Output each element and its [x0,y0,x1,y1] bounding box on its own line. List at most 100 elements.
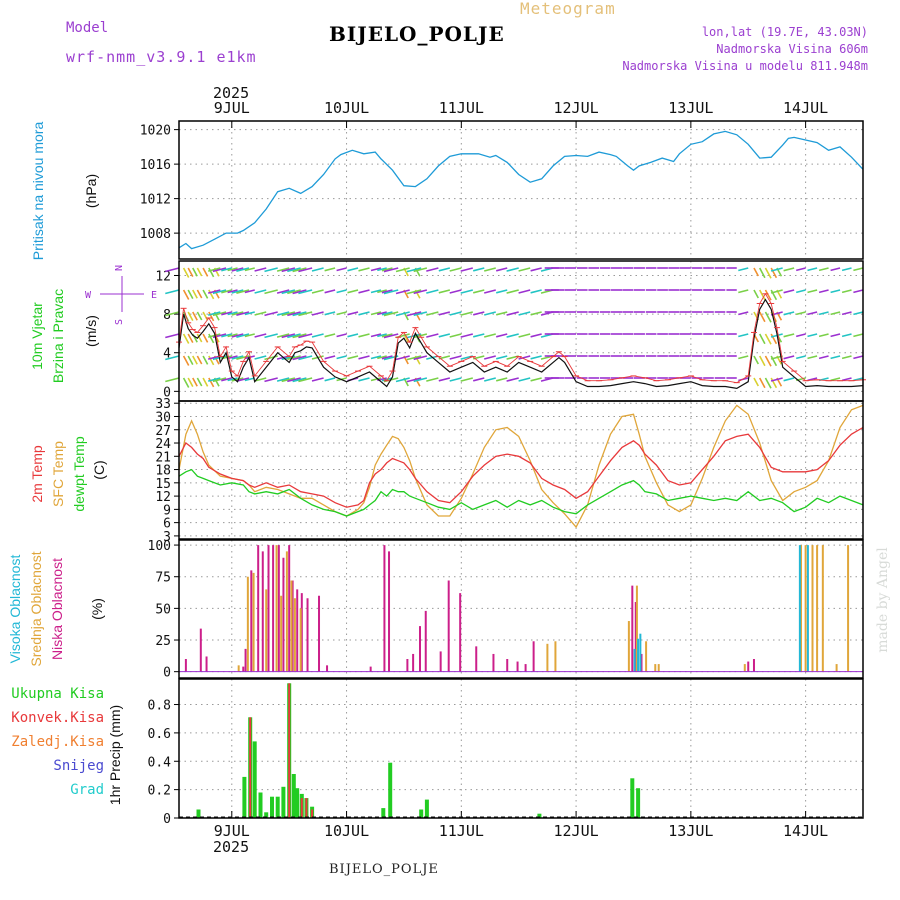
wind-arrow [298,267,313,273]
wind-arrow [324,355,336,360]
date-tick-label-bottom: 11JUL [439,822,484,840]
wind-arrow [236,289,250,294]
wind-arrow [227,333,238,338]
wind-arrow [473,267,485,272]
wind-arrow [473,333,485,338]
wind-arrow [807,355,818,360]
wind-arrow [165,355,180,361]
wind-arrow [227,355,238,360]
wind-arrow [395,377,410,383]
wind-arrow [483,289,496,294]
wind-arrow [324,289,336,294]
y-tick-label: 15 [155,477,171,492]
wind-arrow [381,333,393,338]
wind-arrow [347,311,359,316]
wind-arrow [413,267,428,273]
wind-arrow [426,267,439,272]
wind-arrow [483,267,496,272]
y-tick-label: 25 [155,634,171,649]
y-tick-label: 24 [155,437,171,452]
mid-cloud-label: Srednja Oblacnost [28,551,44,666]
wind-arrow [395,311,410,317]
wind-arrow [254,377,267,382]
wind-arrow [438,267,451,272]
precip-bar [636,788,641,818]
y-tick-label: 9 [163,503,171,518]
wind-arrow [298,355,313,361]
wind-arrow [460,267,473,272]
wind-arrow [208,377,221,382]
wind-arrow [254,333,267,338]
wind-arrow [264,311,278,317]
wind-arrow [753,289,760,299]
wind-arrow [530,333,542,338]
wind-arrow [473,377,485,382]
wind-arrow [182,267,190,278]
wind-arrow [460,377,473,382]
wind-arrow [281,377,296,383]
y-tick-label: 0.8 [148,699,171,714]
wind-arrow [292,333,307,339]
wind-arrow [236,267,250,272]
wind-arrow [830,289,841,294]
y-tick-label: 0 [163,812,171,827]
wind-arrow [244,311,255,316]
wind-arrow [370,355,382,360]
wind-arrow [347,355,359,360]
y-tick-label: 75 [155,571,171,586]
wind-arrow [796,267,806,272]
y-tick-label: 33 [155,397,171,412]
year-top: 2025 [213,84,250,102]
wind-arrow [383,267,399,273]
y-tick-label: 50 [155,602,171,617]
wind-arrow [518,355,531,360]
wind-arrow [759,311,766,323]
pressure-line [178,130,864,250]
wind-arrow [783,355,795,360]
wind-arrow [208,333,215,344]
wind-arrow [264,333,278,339]
precip-bar [288,683,291,818]
wind-arrow [208,311,221,316]
wind-arrow [221,267,232,272]
wind-arrow [764,311,772,323]
wind-arrow [770,377,778,389]
wind-arrow [287,267,301,273]
wind-arrow [298,333,313,339]
wind-arrow [221,289,232,294]
y-tick-label: 21 [155,450,171,465]
wind-arrow [196,333,203,343]
compass-n: N [114,265,125,271]
wind-arrow [818,267,829,272]
wind-arrow [530,311,542,316]
wind-arrow [311,289,324,294]
wind-arrow [759,289,766,301]
wind-arrow [841,267,852,272]
wind-arrow [383,311,399,317]
wind-arrow [764,289,772,301]
wind-arrow [202,311,209,321]
dewpoint-line [178,468,864,517]
wind-arrow [530,355,542,360]
wind-arrow [830,333,841,338]
wind-arrow [358,311,370,316]
sfc-temp-line [178,404,864,529]
wind-arrow [244,267,255,272]
wind-arrow [196,311,203,321]
wind-arrow [324,311,336,316]
wind-arrow [221,311,232,316]
precip-axis-label: 1hr Precip (mm) [107,705,123,805]
wind-arrow [764,377,772,389]
y-tick-label: 3 [163,530,171,545]
wind-arrow [377,289,387,294]
precip-legend-item: Zaledj.Kisa [11,734,104,750]
precip-bar [305,798,308,818]
wind-arrow [426,311,439,316]
wind-arrow [227,289,238,294]
date-tick-label-bottom: 13JUL [668,822,713,840]
wind-arrow [770,289,778,301]
wind-arrow [377,311,387,316]
wind-arrow [196,267,203,277]
precip-bar [281,786,286,818]
wind-arrow [381,289,393,294]
